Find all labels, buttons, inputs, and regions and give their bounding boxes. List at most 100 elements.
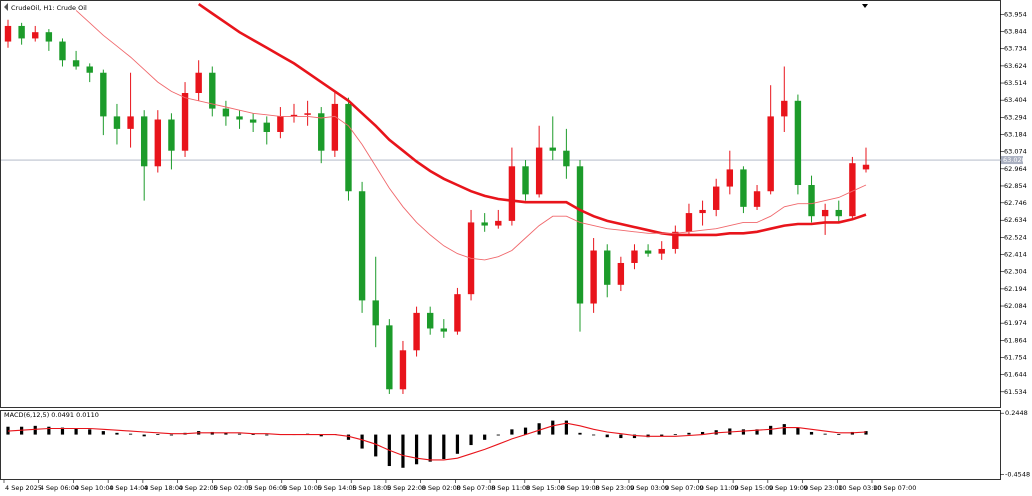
x-tick-label: 5 Sep 18:00	[352, 484, 391, 492]
candle-body	[617, 262, 625, 285]
macd-bar	[88, 429, 92, 435]
candle-body	[835, 209, 842, 217]
candle-body	[672, 231, 679, 249]
candle-body	[45, 32, 53, 42]
macd-bar	[265, 434, 269, 436]
y-tick-label: 61.974	[1004, 319, 1027, 327]
candle-body	[658, 248, 665, 254]
macd-bar	[128, 433, 133, 435]
candle-body	[781, 100, 788, 117]
macd-bar	[237, 433, 242, 435]
macd-bar	[660, 434, 664, 437]
macd-bar	[700, 431, 705, 435]
macd-bar	[864, 431, 868, 435]
macd-pane	[0, 410, 1001, 480]
candle-body	[304, 113, 311, 115]
candle-body	[345, 103, 352, 192]
macd-y-tick-label: 0.2448	[1005, 409, 1028, 417]
candle-body	[753, 191, 761, 207]
y-tick-label: 61.534	[1004, 388, 1027, 396]
main-pane	[0, 0, 1001, 408]
macd-bar	[346, 434, 351, 440]
macd-bar	[755, 429, 759, 435]
candle-body	[631, 250, 638, 263]
candle-body	[604, 250, 611, 285]
x-tick-label: 8 Sep 19:00	[561, 484, 600, 492]
y-tick-label: 61.864	[1004, 336, 1027, 344]
macd-bar	[101, 431, 105, 435]
candle-body	[140, 116, 148, 167]
x-tick-label: 4 Sep 18:00	[144, 484, 183, 492]
x-tick-label: 8 Sep 15:00	[526, 484, 565, 492]
candle-body	[794, 100, 802, 186]
macd-bar	[414, 434, 419, 465]
candle-body	[168, 119, 175, 151]
macd-bar	[251, 434, 255, 435]
macd-bar	[142, 434, 146, 437]
candle-body	[821, 209, 829, 217]
y-tick-label: 63.954	[1004, 10, 1027, 18]
symbol-icon	[4, 3, 8, 11]
candle-body	[522, 166, 529, 195]
candle-body	[862, 164, 870, 170]
y-tick-label: 63.404	[1004, 96, 1027, 104]
x-tick-label: 9 Sep 07:00	[665, 484, 704, 492]
candle-body	[386, 325, 393, 390]
macd-bar	[592, 434, 596, 436]
x-tick-label: 4 Sep 2025	[5, 484, 42, 492]
candle-body	[699, 209, 706, 214]
y-tick-label: 63.514	[1004, 79, 1027, 87]
macd-bar	[469, 434, 473, 446]
candle-body	[59, 41, 66, 61]
candle-body	[808, 185, 815, 217]
candle-body	[549, 147, 556, 151]
shift-marker	[862, 4, 868, 8]
macd-bar	[115, 432, 119, 435]
candle-body	[576, 166, 584, 304]
macd-signal	[7, 422, 867, 461]
candle-body	[127, 116, 134, 129]
candle-body	[100, 72, 107, 117]
candle-body	[290, 114, 298, 117]
y-tick-label: 63.734	[1004, 45, 1027, 53]
macd-bar	[523, 427, 528, 435]
candle-body	[263, 122, 270, 132]
candle-body	[726, 169, 734, 187]
moving-average	[197, 3, 867, 237]
macd-bar	[510, 429, 514, 435]
x-tick-label: 5 Sep 14:00	[317, 484, 356, 492]
y-tick-label: 63.074	[1004, 148, 1027, 156]
candle-body	[426, 312, 434, 329]
macd-bar	[319, 434, 323, 437]
y-tick-label: 63.624	[1004, 62, 1027, 70]
x-tick-label: 4 Sep 06:00	[40, 484, 79, 492]
macd-bar	[224, 432, 228, 435]
candle-body	[222, 108, 230, 117]
x-tick-label: 10 Sep 07:00	[873, 484, 916, 492]
y-tick-label: 62.746	[1004, 199, 1027, 207]
candle-body	[413, 312, 420, 351]
macd-bar	[823, 433, 827, 435]
macd-bar	[632, 434, 637, 439]
x-tick-label: 9 Sep 11:00	[699, 484, 738, 492]
x-tick-label: 5 Sep 06:00	[248, 484, 287, 492]
candle-body	[209, 72, 216, 109]
macd-bar	[401, 434, 405, 468]
macd-bar	[605, 434, 609, 438]
macd-bar	[837, 434, 841, 435]
candle-body	[740, 169, 747, 207]
macd-bar	[483, 434, 487, 440]
candle-body	[72, 60, 80, 67]
macd-bar	[496, 434, 500, 436]
current-price-box	[1001, 156, 1023, 165]
macd-bar	[578, 432, 582, 435]
current-price-label: 63.020	[1003, 156, 1026, 164]
macd-label: MACD(6,12,5) 0.0491 0.0110	[4, 411, 99, 419]
candle-body	[849, 163, 856, 217]
x-tick-label: 9 Sep 15:00	[734, 484, 773, 492]
y-tick-label: 61.644	[1004, 371, 1027, 379]
candle-body	[4, 25, 12, 42]
candle-body	[154, 119, 162, 167]
